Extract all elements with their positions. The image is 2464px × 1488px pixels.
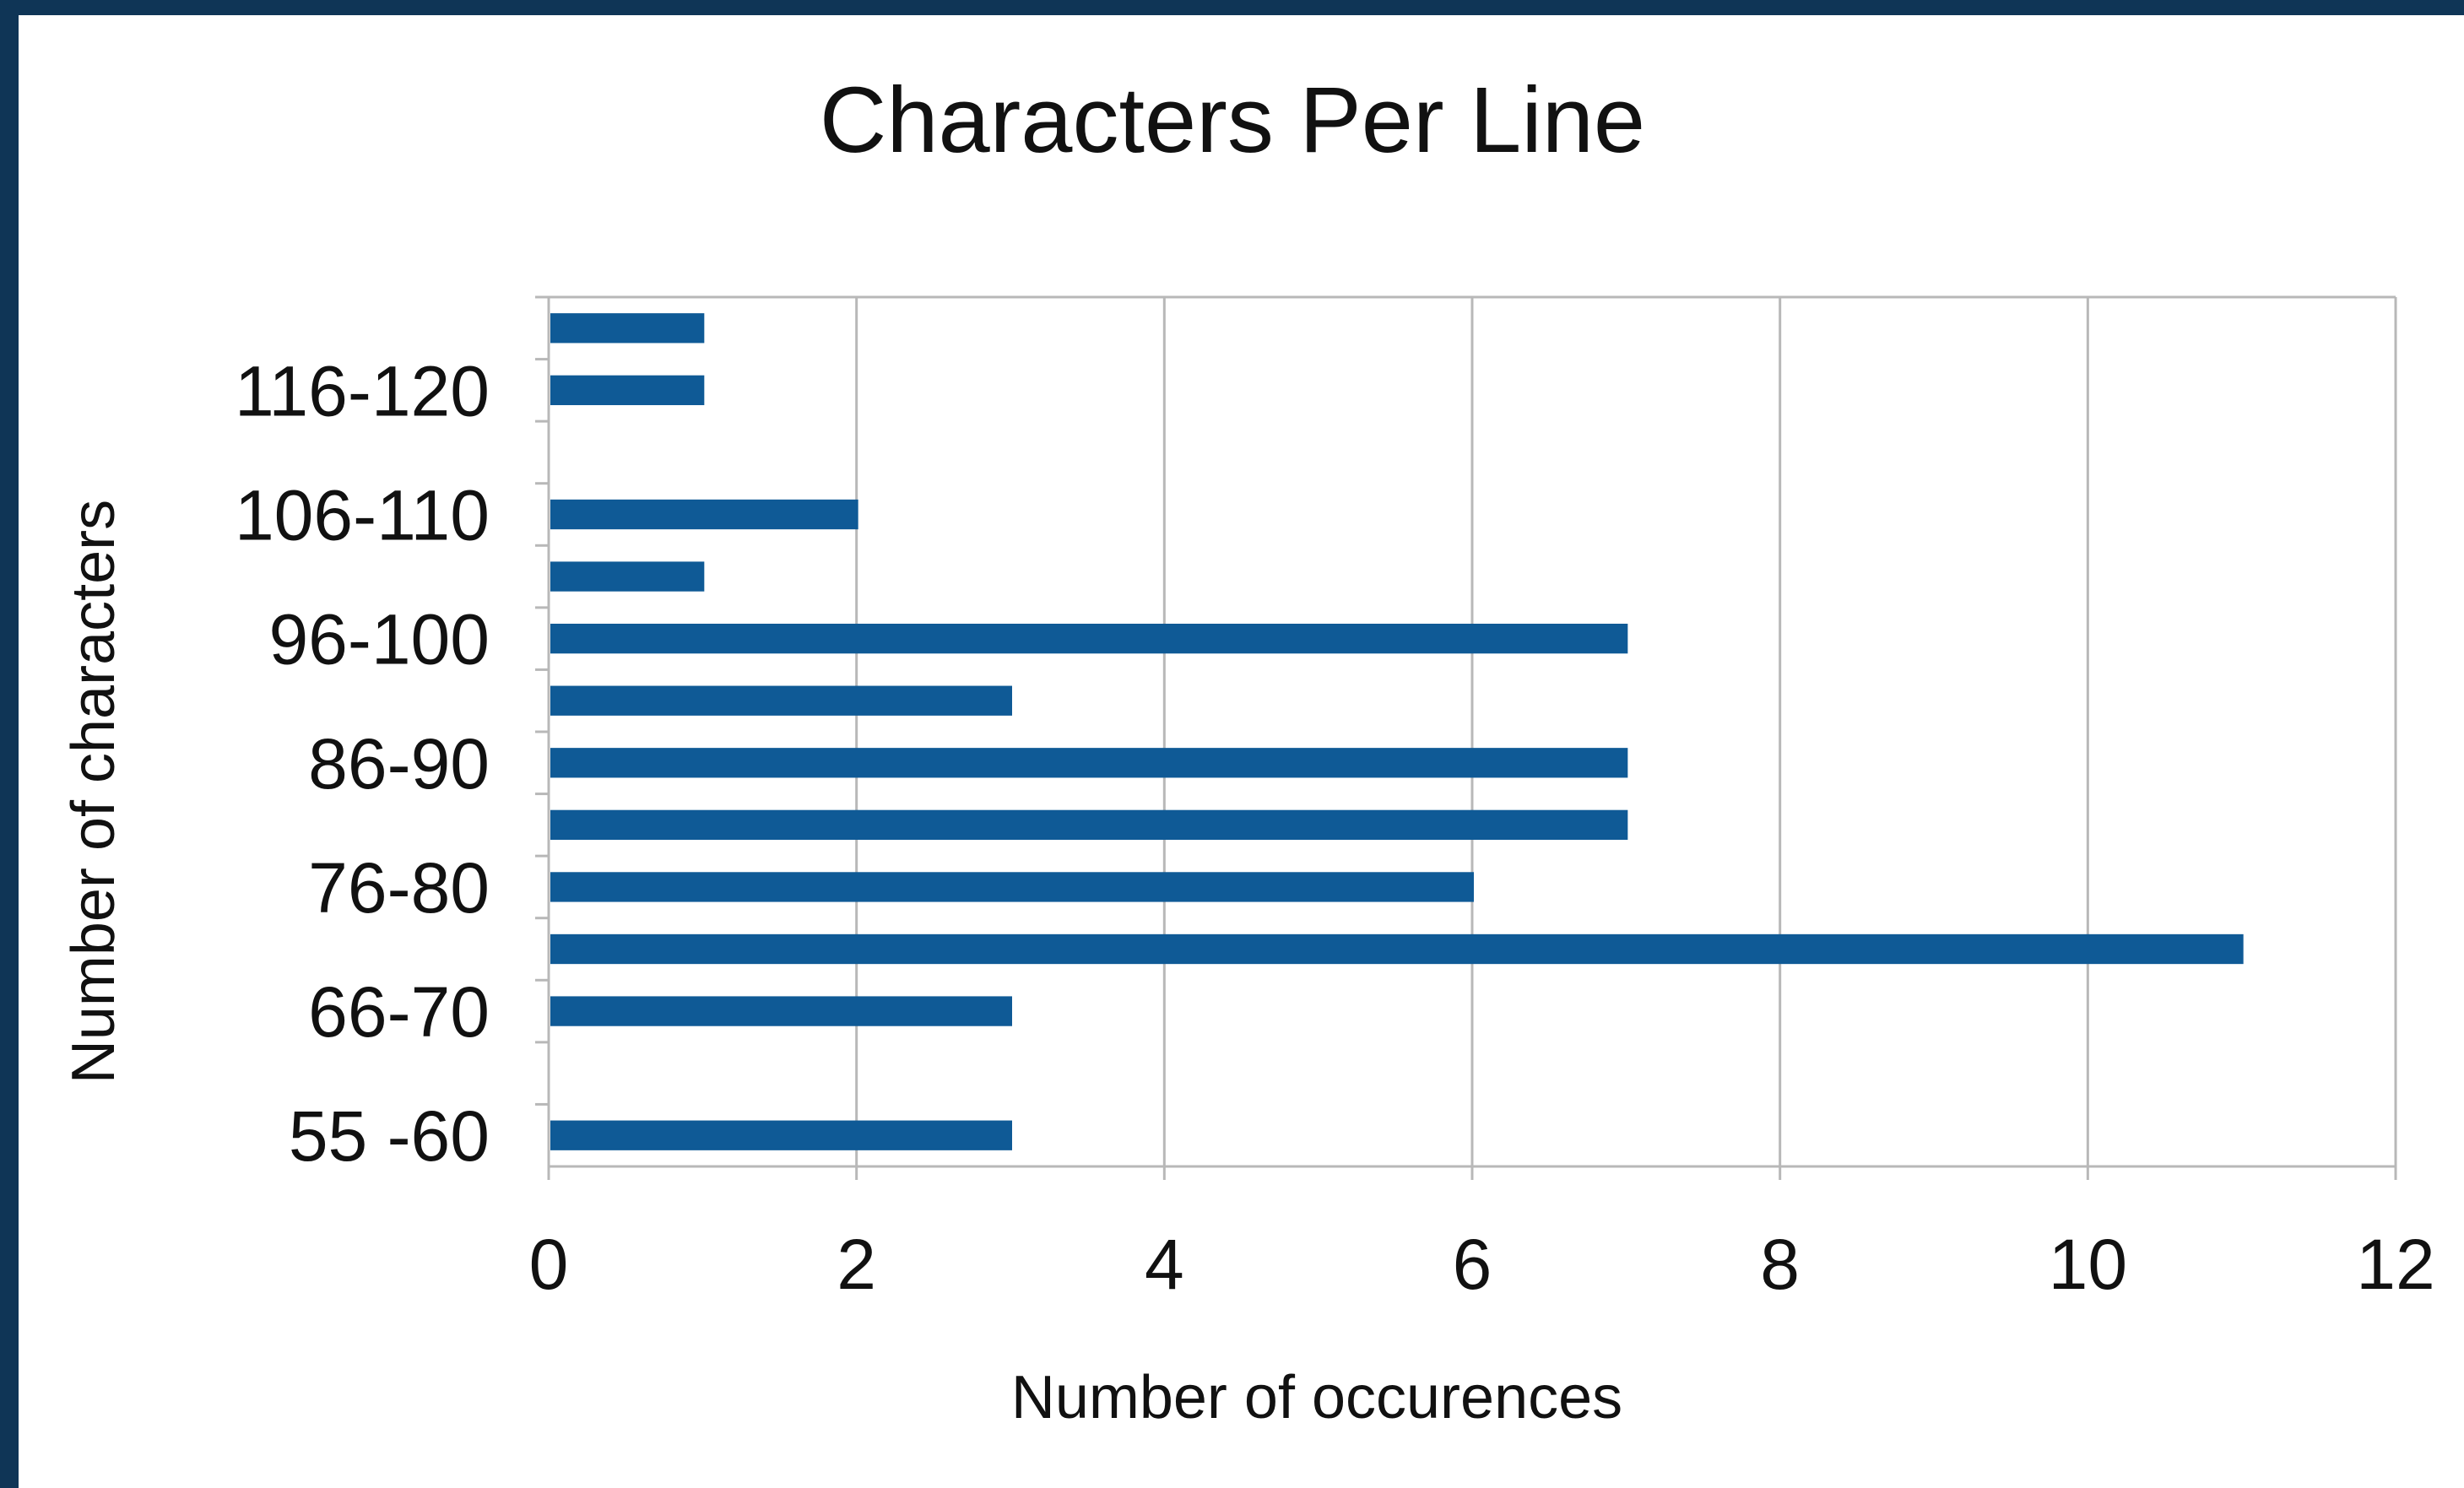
- x-tick-label: 6: [1453, 1225, 1492, 1304]
- bar: [550, 933, 2244, 965]
- bar: [550, 809, 1628, 841]
- bar: [550, 561, 705, 592]
- bar: [550, 748, 1628, 778]
- bar: [550, 872, 1474, 902]
- y-tick-label: 55 -60: [289, 1096, 490, 1176]
- bar: [550, 375, 705, 406]
- x-tick-label: 4: [1145, 1225, 1184, 1304]
- x-tick-label: 8: [1760, 1225, 1800, 1304]
- y-tick-label: 96-100: [268, 600, 490, 679]
- y-tick-labels: 55 -60 66-70 76-80 86-90 96-100 106-110 116-12…: [235, 351, 490, 1176]
- x-tick-label: 10: [2049, 1225, 2127, 1304]
- y-tick-label: 86-90: [308, 724, 490, 804]
- bar: [550, 996, 1012, 1026]
- y-tick-label: 66-70: [308, 972, 490, 1052]
- grid: [549, 295, 2397, 1166]
- x-axis-title: Number of occurences: [1011, 1364, 1622, 1431]
- x-tick-label: 2: [837, 1225, 876, 1304]
- bar: [550, 499, 858, 530]
- x-tick-labels: 0 2 4 6 8 10 12: [529, 1225, 2435, 1304]
- y-tick-label: 106-110: [235, 476, 490, 555]
- x-tick-label: 12: [2356, 1225, 2434, 1304]
- bars: [550, 313, 2244, 1150]
- bar: [550, 685, 1012, 716]
- y-tick-label: 116-120: [235, 351, 490, 430]
- chart-title: Characters Per Line: [820, 68, 1645, 172]
- bar: [550, 1120, 1012, 1150]
- x-tick-label: 0: [529, 1225, 569, 1304]
- axes: [535, 295, 2397, 1180]
- bar: [550, 623, 1628, 654]
- y-tick-label: 76-80: [308, 848, 490, 928]
- y-axis-title: Number of characters: [60, 500, 127, 1084]
- bar: [550, 313, 705, 344]
